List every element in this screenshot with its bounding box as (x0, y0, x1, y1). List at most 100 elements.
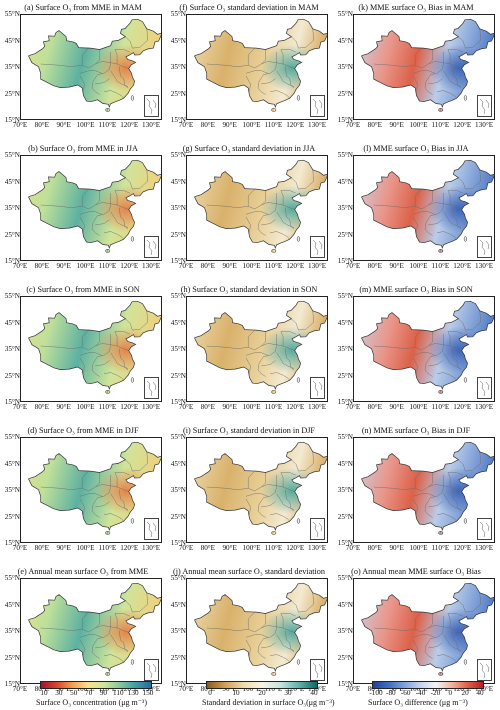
lon-tick-label: 90°E (222, 121, 237, 129)
panel-title: (j) Annual mean surface O₃ standard devi… (173, 567, 325, 576)
lat-tick-label: 45°N (337, 318, 353, 327)
lon-tick-label: 80°E (200, 403, 216, 411)
province-borders (206, 592, 314, 663)
taiwan-island (130, 518, 134, 524)
hainan-island (438, 108, 444, 112)
lon-tick-label: 120°E (120, 544, 139, 552)
lon-tick-label: 80°E (200, 121, 216, 129)
lat-tick-label: 25°N (170, 230, 186, 239)
china-map (28, 300, 161, 394)
lat-tick-label: 15°N (337, 116, 353, 124)
lat-tick-label: 35°N (4, 345, 20, 353)
china-map (194, 300, 327, 394)
lat-tick-label: 55°N (4, 151, 20, 159)
lon-tick-label: 100°E (76, 544, 95, 552)
lon-tick-label: 110°E (264, 121, 283, 129)
lon-tick-label: 110°E (98, 544, 117, 552)
lon-tick-label: 70°E (178, 685, 194, 693)
lon-tick-label: 80°E (367, 262, 383, 270)
colorbar-label: Surface O₃ concentration (μg m⁻³) (36, 698, 147, 707)
china-map (28, 18, 161, 112)
lon-tick-label: 130°E (142, 685, 161, 693)
lat-tick-label: 45°N (337, 36, 353, 45)
china-map (361, 441, 494, 535)
colorbar-tick-label: 30 (55, 689, 63, 697)
panel-title: (e) Annual mean surface O₃ from MME (17, 567, 149, 576)
lat-tick-label: 35°N (170, 63, 186, 71)
south-china-sea-inset (310, 659, 325, 681)
colorbar-tick-label: 20 (258, 689, 266, 697)
map-panel: (i) Surface O₃ standard deviation in DJF… (166, 425, 332, 563)
country-outline (194, 18, 327, 109)
south-china-sea-inset (144, 518, 159, 540)
map-frame (353, 578, 495, 684)
colorbar-tick-label: 90 (99, 689, 108, 697)
taiwan-island (130, 377, 134, 383)
panel-title: (g) Surface O₃ standard deviation in JJA (182, 144, 316, 153)
colorbar-tick-label: -100 (369, 689, 383, 697)
province-borders (373, 451, 481, 522)
country-outline (194, 159, 327, 250)
lat-tick-label: 15°N (4, 680, 20, 688)
map-frame (186, 296, 328, 402)
province-borders (373, 310, 481, 381)
lat-tick-label: 55°N (170, 574, 186, 582)
lat-tick-label: 45°N (4, 36, 20, 45)
lon-tick-label: 120°E (453, 403, 472, 411)
lat-tick-label: 55°N (337, 574, 353, 582)
lon-tick-label: 110°E (264, 544, 283, 552)
lon-tick-label: 90°E (222, 685, 237, 693)
lat-tick-label: 35°N (337, 345, 353, 353)
lon-tick-label: 130°E (142, 403, 161, 411)
lat-tick-label: 45°N (337, 459, 353, 468)
map-panel: (o) Annual mean MME surface O₃ Bias 55°N 4… (333, 566, 499, 704)
lat-tick-label: 15°N (170, 539, 186, 547)
taiwan-island (463, 236, 467, 242)
lat-tick-label: 55°N (337, 151, 353, 159)
map-panel: (h) Surface O₃ standard deviation in SON… (166, 284, 332, 422)
lon-tick-label: 100°E (76, 121, 95, 129)
province-borders (40, 310, 148, 381)
lat-tick-label: 15°N (170, 680, 186, 688)
lon-tick-label: 120°E (453, 544, 472, 552)
lon-tick-label: 110°E (431, 544, 450, 552)
country-outline (361, 441, 494, 532)
lat-tick-label: 15°N (4, 539, 20, 547)
colorbar-tick-label: -20 (430, 689, 441, 697)
lon-tick-label: 70°E (178, 403, 194, 411)
lat-tick-label: 45°N (337, 177, 353, 186)
lon-tick-label: 90°E (56, 121, 71, 129)
lat-tick-label: 55°N (170, 292, 186, 300)
colorbar-tick-label: 30 (284, 689, 292, 697)
country-outline (361, 18, 494, 109)
lon-tick-label: 120°E (286, 262, 305, 270)
country-outline (361, 159, 494, 250)
china-map (194, 159, 327, 253)
south-china-sea-inset (310, 95, 325, 117)
lon-tick-label: 100°E (409, 544, 428, 552)
lat-tick-label: 15°N (4, 398, 20, 406)
map-frame (186, 578, 328, 684)
lat-tick-label: 25°N (337, 653, 353, 662)
country-outline (28, 582, 161, 673)
province-borders (206, 451, 314, 522)
lat-tick-label: 45°N (170, 36, 186, 45)
lon-tick-label: 110°E (264, 262, 283, 270)
hainan-island (105, 108, 111, 112)
map-frame (20, 155, 162, 261)
lat-tick-label: 55°N (4, 10, 20, 18)
hainan-island (105, 249, 111, 253)
south-china-sea-inset (310, 518, 325, 540)
lon-tick-label: 70°E (12, 121, 28, 129)
colorbar (206, 681, 318, 689)
colorbar-tick-label: -60 (400, 689, 411, 697)
lat-tick-label: 35°N (170, 486, 186, 494)
panel-title: (n) MME surface O₃ Bias in DJF (361, 426, 471, 435)
province-borders (206, 28, 314, 99)
lon-tick-label: 130°E (475, 685, 494, 693)
lon-tick-label: 90°E (222, 262, 237, 270)
lat-tick-label: 35°N (337, 63, 353, 71)
hainan-island (438, 249, 444, 253)
lon-tick-label: 90°E (56, 544, 71, 552)
map-panel: (g) Surface O₃ standard deviation in JJA… (166, 143, 332, 281)
